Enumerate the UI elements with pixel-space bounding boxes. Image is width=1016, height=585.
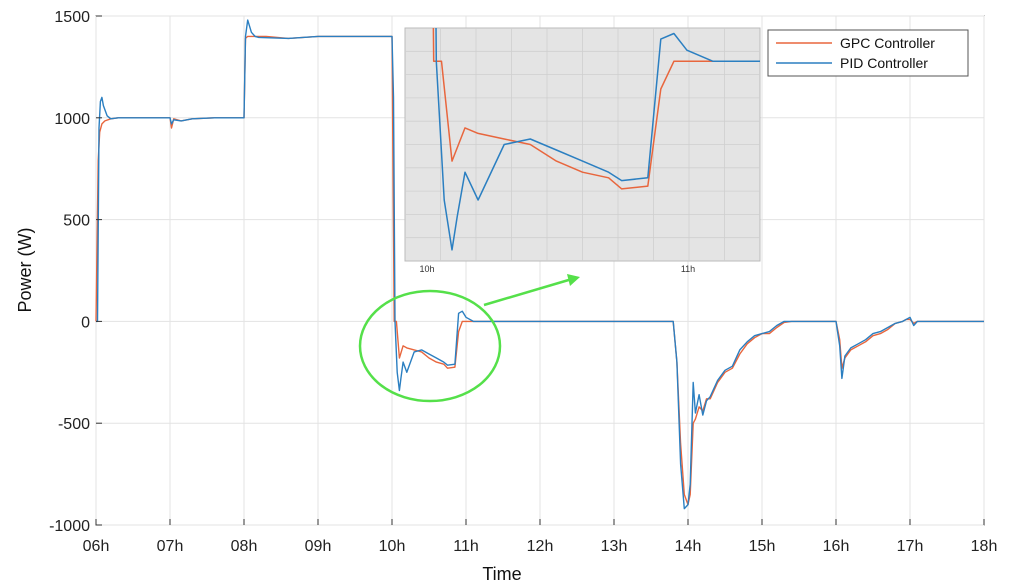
y-tick-label: -500 xyxy=(58,416,90,433)
inset-x-tick-label: 10h xyxy=(419,264,434,274)
x-axis-ticks: 06h 07h 08h 09h 10h 11h 12h 13h 14h 15h 16h 17h 18h xyxy=(83,519,998,555)
inset-x-tick-label: 11h xyxy=(681,264,695,274)
zoom-inset: 10h 11h xyxy=(404,27,761,274)
legend-label-pid: PID Controller xyxy=(840,55,928,71)
series-lines xyxy=(95,19,984,510)
y-tick-label: 1500 xyxy=(54,9,90,26)
y-tick-label: 500 xyxy=(63,213,90,230)
y-tick-label: 1000 xyxy=(54,111,90,128)
y-tick-label: 0 xyxy=(81,314,90,331)
highlight-ellipse xyxy=(358,289,502,403)
x-tick-label: 15h xyxy=(749,538,776,555)
y-axis-ticks: -1000 -500 0 500 1000 1500 xyxy=(49,9,102,535)
x-tick-label: 11h xyxy=(453,538,479,555)
y-axis-title: Power (W) xyxy=(15,228,35,313)
x-tick-label: 13h xyxy=(601,538,628,555)
legend-label-gpc: GPC Controller xyxy=(840,35,935,51)
x-tick-label: 08h xyxy=(231,538,258,555)
legend-box xyxy=(767,29,969,77)
x-tick-label: 07h xyxy=(157,538,184,555)
x-tick-label: 14h xyxy=(675,538,702,555)
x-axis-title: Time xyxy=(482,564,521,584)
x-tick-label: 06h xyxy=(83,538,110,555)
legend: GPC Controller PID Controller xyxy=(767,29,969,77)
x-tick-label: 12h xyxy=(527,538,554,555)
x-tick-label: 10h xyxy=(379,538,406,555)
x-tick-label: 17h xyxy=(897,538,924,555)
highlight-arrow xyxy=(483,274,580,307)
series-line-pid xyxy=(96,19,984,510)
x-tick-label: 16h xyxy=(823,538,850,555)
y-tick-label: -1000 xyxy=(49,518,90,535)
x-tick-label: 18h xyxy=(971,538,998,555)
x-tick-label: 09h xyxy=(305,538,332,555)
